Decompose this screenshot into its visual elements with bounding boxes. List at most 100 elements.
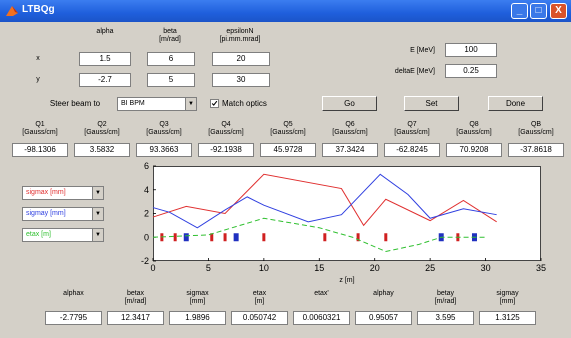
col-header-beta: beta [m/rad]: [145, 28, 195, 44]
result-unit: [m]: [254, 298, 265, 305]
chevron-down-icon: ▼: [185, 98, 196, 110]
checkmark-icon: [211, 100, 218, 106]
quad-field-q5[interactable]: 45.9728: [260, 143, 316, 157]
result-unit: [m/rad]: [124, 298, 147, 305]
quad-header: Q7 [Gauss/cm]: [384, 121, 440, 137]
result-header: alphax: [45, 290, 102, 298]
energy-field[interactable]: 100: [445, 43, 497, 57]
quad-header: Q4 [Gauss/cm]: [198, 121, 254, 137]
quad-name: Q6: [345, 121, 355, 128]
set-button[interactable]: Set: [404, 96, 459, 111]
matlab-icon: [6, 6, 18, 16]
quad-field-q6[interactable]: 37.3424: [322, 143, 378, 157]
trace-select[interactable]: sigmax [mm] ▼: [22, 186, 104, 200]
steer-label: Steer beam to: [49, 99, 101, 108]
x-axis-label: z [m]: [339, 277, 354, 284]
quad-name: QB: [530, 121, 542, 128]
trace-select[interactable]: etax [m] ▼: [22, 228, 104, 242]
result-name: betax: [126, 290, 145, 297]
beta-x-field[interactable]: 6: [147, 52, 195, 66]
quad-name: Q8: [469, 121, 479, 128]
x-tick-label: 10: [259, 263, 269, 273]
x-tick-label: 15: [314, 263, 324, 273]
energy-label: E [MeV]: [410, 47, 435, 54]
go-button[interactable]: Go: [322, 96, 377, 111]
match-optics-label: Match optics: [222, 99, 267, 108]
done-button[interactable]: Done: [488, 96, 543, 111]
quad-field-q7[interactable]: -62.8245: [384, 143, 440, 157]
quad-header: Q1 [Gauss/cm]: [12, 121, 68, 137]
quad-unit: [Gauss/cm]: [518, 129, 554, 136]
col-header-alpha: alpha: [80, 28, 130, 36]
trace-select[interactable]: sigmay [mm] ▼: [22, 207, 104, 221]
chevron-down-icon: ▼: [92, 187, 103, 199]
match-optics-checkbox[interactable]: [210, 99, 219, 108]
result-header: betay [m/rad]: [417, 290, 474, 306]
quad-unit: [Gauss/cm]: [208, 129, 244, 136]
result-unit: [mm]: [189, 298, 206, 305]
result-header: sigmax [mm]: [169, 290, 226, 306]
result-field: 0.050742: [231, 311, 288, 325]
quad-unit: [Gauss/cm]: [394, 129, 430, 136]
quad-field-q3[interactable]: 93.3663: [136, 143, 192, 157]
alpha-y-field[interactable]: -2.7: [79, 73, 131, 87]
result-field: 1.3125: [479, 311, 536, 325]
result-header: alphay: [355, 290, 412, 298]
quad-unit: [Gauss/cm]: [270, 129, 306, 136]
quad-name: Q4: [221, 121, 231, 128]
close-button[interactable]: X: [550, 3, 567, 19]
x-tick-label: 25: [425, 263, 435, 273]
quad-name: Q3: [159, 121, 169, 128]
quad-field-q8[interactable]: 70.9208: [446, 143, 502, 157]
result-field: 1.9896: [169, 311, 226, 325]
quad-field-qb[interactable]: -37.8618: [508, 143, 564, 157]
result-field: 12.3417: [107, 311, 164, 325]
delta-energy-field[interactable]: 0.25: [445, 64, 497, 78]
result-header: etax [m]: [231, 290, 288, 306]
col-header-unit: [pi.mm.mrad]: [219, 36, 261, 43]
y-tick-label: 4: [144, 185, 149, 195]
quad-unit: [Gauss/cm]: [332, 129, 368, 136]
delta-energy-label: deltaE [MeV]: [394, 68, 435, 75]
trace-select-value: sigmay [mm]: [26, 210, 66, 217]
result-field: 0.95057: [355, 311, 412, 325]
quad-name: Q5: [283, 121, 293, 128]
quad-name: Q1: [35, 121, 45, 128]
quad-header: Q6 [Gauss/cm]: [322, 121, 378, 137]
quad-unit: [Gauss/cm]: [456, 129, 492, 136]
y-tick-label: -2: [141, 256, 149, 266]
x-tick-label: 5: [206, 263, 211, 273]
row-label-y: y: [36, 76, 40, 83]
result-name: betay: [436, 290, 455, 297]
steer-select[interactable]: BI BPM ▼: [117, 97, 197, 111]
chevron-down-icon: ▼: [92, 229, 103, 241]
quad-field-q4[interactable]: -92.1938: [198, 143, 254, 157]
trace-select-value: sigmax [mm]: [26, 189, 66, 196]
col-header-name: alpha: [96, 28, 114, 35]
beta-y-field[interactable]: 5: [147, 73, 195, 87]
quad-header: Q2 [Gauss/cm]: [74, 121, 130, 137]
col-header-epsilon: epsilonN [pi.mm.mrad]: [210, 28, 270, 44]
alpha-x-field[interactable]: 1.5: [79, 52, 131, 66]
result-name: sigmay: [496, 290, 519, 297]
maximize-button[interactable]: □: [530, 3, 547, 19]
result-name: alphay: [373, 290, 394, 297]
epsilon-y-field[interactable]: 30: [212, 73, 270, 87]
x-tick-label: 30: [481, 263, 491, 273]
y-tick-label: 2: [144, 209, 149, 219]
result-header: etax': [293, 290, 350, 298]
col-header-name: beta: [163, 28, 177, 35]
result-name: alphax: [63, 290, 84, 297]
trace-select-value: etax [m]: [26, 231, 51, 238]
quad-header: Q3 [Gauss/cm]: [136, 121, 192, 137]
epsilon-x-field[interactable]: 20: [212, 52, 270, 66]
chevron-down-icon: ▼: [92, 208, 103, 220]
minimize-button[interactable]: _: [511, 3, 528, 19]
quad-field-q2[interactable]: 3.5832: [74, 143, 130, 157]
title-bar: LTBQg _ □ X: [0, 0, 571, 22]
window-title: LTBQg: [22, 4, 55, 15]
quad-field-q1[interactable]: -98.1306: [12, 143, 68, 157]
x-tick-label: 0: [150, 263, 155, 273]
x-tick-label: 20: [370, 263, 380, 273]
